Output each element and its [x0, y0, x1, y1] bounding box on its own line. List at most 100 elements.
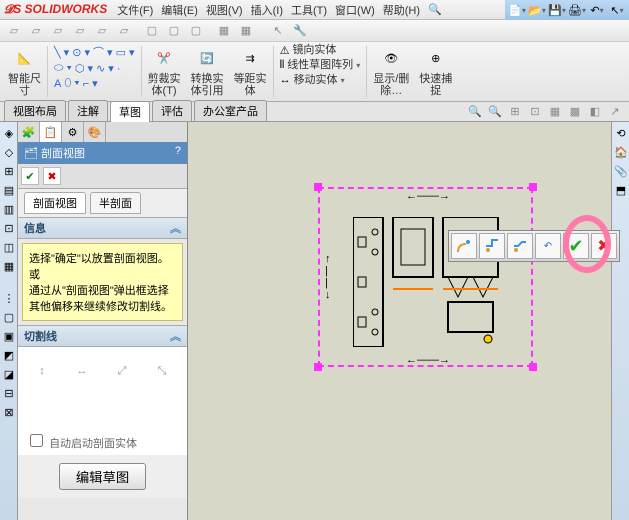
- slot-icon[interactable]: ⬭ ▾: [54, 62, 72, 75]
- point-icon[interactable]: ·: [117, 63, 121, 75]
- side-icon[interactable]: ⊡: [1, 220, 17, 236]
- side-icon[interactable]: ◫: [1, 239, 17, 255]
- subtab-half-section[interactable]: 半剖面: [90, 192, 141, 214]
- undo-icon[interactable]: ↶▾: [589, 2, 605, 18]
- view-icon[interactable]: 🔍: [465, 101, 485, 121]
- popup-offset-notch[interactable]: [479, 233, 505, 259]
- popup-offset-arc[interactable]: [507, 233, 533, 259]
- arc-icon[interactable]: ⌒ ▾: [93, 44, 113, 60]
- pointer-icon[interactable]: ↖: [268, 21, 288, 41]
- ribbon-convert[interactable]: 🔄 转换实体引用: [187, 44, 228, 99]
- side-icon[interactable]: ⬒: [613, 182, 629, 198]
- drawing-canvas[interactable]: ←——→ ←——→ ↑||↓: [188, 122, 611, 520]
- cutline-type-aux[interactable]: ⤢: [106, 355, 138, 387]
- panel-tab-config[interactable]: ⚙: [62, 122, 84, 142]
- cutline-type-aligned[interactable]: ⤡: [146, 355, 178, 387]
- side-icon[interactable]: ▣: [1, 328, 17, 344]
- auto-start-checkbox[interactable]: [30, 434, 43, 447]
- new-doc-icon[interactable]: 📄▾: [509, 2, 525, 18]
- line-icon[interactable]: ╲ ▾: [54, 46, 69, 59]
- open-icon[interactable]: 📂▾: [529, 2, 545, 18]
- view-icon[interactable]: 🔍: [485, 101, 505, 121]
- view-icon[interactable]: ⊡: [525, 101, 545, 121]
- popup-offset-single[interactable]: [451, 233, 477, 259]
- tb-icon[interactable]: ▱: [4, 21, 24, 41]
- tab-sketch[interactable]: 草图: [110, 101, 150, 122]
- selection-handle[interactable]: [529, 363, 537, 371]
- menu-view[interactable]: 视图(V): [206, 2, 243, 18]
- view-icon[interactable]: ▦: [545, 101, 565, 121]
- subtab-section-view[interactable]: 剖面视图: [24, 192, 86, 214]
- spline-icon[interactable]: ∿ ▾: [96, 62, 114, 75]
- popup-undo[interactable]: ↶: [535, 233, 561, 259]
- side-icon[interactable]: ⊠: [1, 404, 17, 420]
- menu-tools[interactable]: 工具(T): [291, 2, 327, 18]
- ellipse-icon[interactable]: ⬯ ▾: [64, 77, 79, 90]
- tb-icon[interactable]: ▢: [164, 21, 184, 41]
- view-icon[interactable]: ◧: [585, 101, 605, 121]
- save-icon[interactable]: 💾▾: [549, 2, 565, 18]
- ribbon-quick-snap[interactable]: ⊕ 快速捕捉: [415, 44, 456, 99]
- polygon-icon[interactable]: ⬡ ▾: [75, 62, 93, 75]
- cutline-type-horizontal[interactable]: ↔: [66, 355, 98, 387]
- menu-help[interactable]: 帮助(H): [383, 2, 420, 18]
- ribbon-move[interactable]: ↔ 移动实体 ▾: [280, 74, 345, 86]
- rect-icon[interactable]: ▭ ▾: [116, 46, 135, 59]
- tab-evaluate[interactable]: 评估: [152, 100, 192, 121]
- tab-office[interactable]: 办公室产品: [194, 100, 267, 121]
- side-icon[interactable]: ⟲: [613, 125, 629, 141]
- side-icon[interactable]: ▥: [1, 201, 17, 217]
- tb-icon[interactable]: ▱: [114, 21, 134, 41]
- panel-tab-feature-tree[interactable]: 🧩: [18, 122, 40, 142]
- cutline-section-header[interactable]: 切割线︽: [18, 325, 187, 347]
- side-icon[interactable]: 🏠: [613, 144, 629, 160]
- menu-insert[interactable]: 插入(I): [251, 2, 283, 18]
- side-icon[interactable]: ◇: [1, 144, 17, 160]
- fillet-icon[interactable]: ⌐ ▾: [83, 77, 98, 90]
- panel-tab-display[interactable]: 🎨: [84, 122, 106, 142]
- side-icon[interactable]: 📎: [613, 163, 629, 179]
- selection-handle[interactable]: [529, 183, 537, 191]
- auto-start-checkbox-row[interactable]: 自动启动剖面实体: [18, 427, 187, 455]
- ribbon-mirror[interactable]: ⚠ 镜向实体: [280, 44, 337, 57]
- view-icon[interactable]: ↗: [605, 101, 625, 121]
- side-icon[interactable]: ◩: [1, 347, 17, 363]
- ribbon-offset[interactable]: ⇉ 等距实体: [230, 44, 271, 99]
- tb-icon[interactable]: ▱: [70, 21, 90, 41]
- text-icon[interactable]: A: [54, 78, 61, 90]
- tb-icon[interactable]: 🔧: [290, 21, 310, 41]
- side-icon[interactable]: ▤: [1, 182, 17, 198]
- side-icon[interactable]: ◈: [1, 125, 17, 141]
- selection-handle[interactable]: [314, 363, 322, 371]
- side-icon[interactable]: ⋮: [1, 290, 17, 306]
- tb-icon[interactable]: ▱: [48, 21, 68, 41]
- edit-sketch-button[interactable]: 编辑草图: [59, 463, 146, 490]
- tb-icon[interactable]: ▱: [26, 21, 46, 41]
- tab-annotation[interactable]: 注解: [68, 100, 108, 121]
- select-icon[interactable]: ↖▾: [609, 2, 625, 18]
- tb-icon[interactable]: ▦: [214, 21, 234, 41]
- side-icon[interactable]: ▢: [1, 309, 17, 325]
- side-icon[interactable]: ▦: [1, 258, 17, 274]
- cancel-button[interactable]: ✖: [43, 167, 61, 185]
- side-icon[interactable]: ⊞: [1, 163, 17, 179]
- side-icon[interactable]: ◪: [1, 366, 17, 382]
- ribbon-smart-dimension[interactable]: 📐 智能尺寸: [4, 44, 45, 99]
- menu-edit[interactable]: 编辑(E): [161, 2, 198, 18]
- side-icon[interactable]: ⊟: [1, 385, 17, 401]
- ribbon-show-hide[interactable]: 👁 显示/删除…: [369, 44, 413, 99]
- help-button[interactable]: ?: [175, 145, 181, 161]
- view-icon[interactable]: ▩: [565, 101, 585, 121]
- ok-button[interactable]: ✔: [21, 167, 39, 185]
- selection-handle[interactable]: [314, 183, 322, 191]
- menu-window[interactable]: 窗口(W): [335, 2, 375, 18]
- print-icon[interactable]: 🖨▾: [569, 2, 585, 18]
- tb-icon[interactable]: ▦: [236, 21, 256, 41]
- cutline-type-vertical[interactable]: ↕: [26, 355, 58, 387]
- ribbon-linear-pattern[interactable]: ⫴ 线性草图阵列 ▾: [280, 59, 361, 72]
- tb-icon[interactable]: ▢: [142, 21, 162, 41]
- view-icon[interactable]: ⊞: [505, 101, 525, 121]
- tb-icon[interactable]: ▱: [92, 21, 112, 41]
- circle-icon[interactable]: ⊙ ▾: [72, 46, 90, 59]
- ribbon-trim[interactable]: ✂️ 剪裁实体(T): [144, 44, 185, 99]
